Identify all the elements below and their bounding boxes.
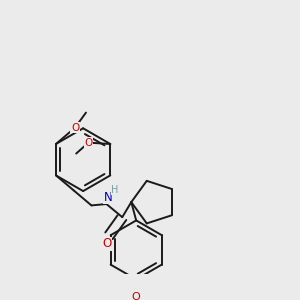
Text: O: O	[84, 138, 93, 148]
Text: H: H	[112, 185, 119, 195]
Text: O: O	[71, 123, 79, 133]
Text: N: N	[103, 191, 112, 204]
Text: O: O	[103, 237, 112, 250]
Text: O: O	[132, 292, 141, 300]
